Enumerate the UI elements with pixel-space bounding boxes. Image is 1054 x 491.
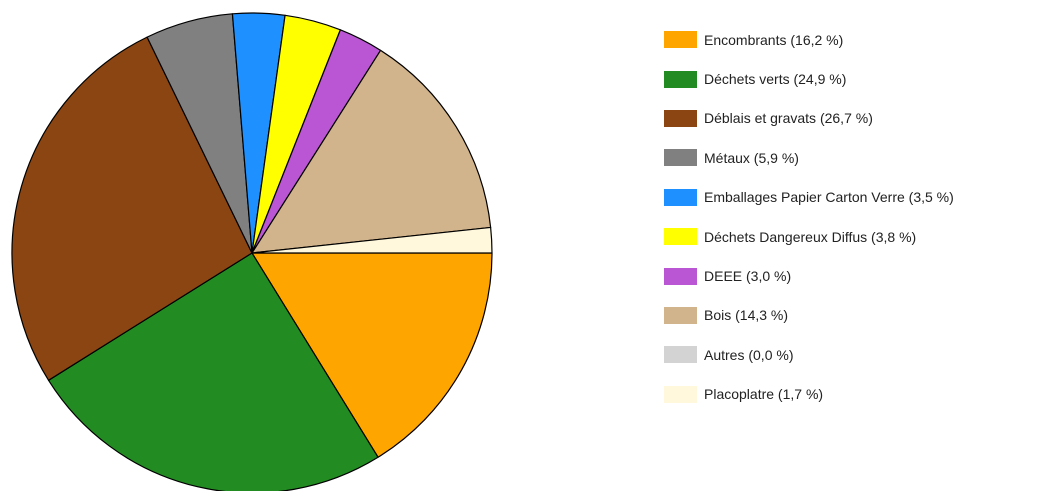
legend-label: DEEE (3,0 %) (704, 268, 792, 285)
legend-label: Déchets verts (24,9 %) (704, 71, 847, 88)
legend-item-dechets-verts: Déchets verts (24,9 %) (664, 59, 954, 98)
legend-item-bois: Bois (14,3 %) (664, 296, 954, 335)
legend-swatch (664, 306, 697, 324)
legend-label: Déblais et gravats (26,7 %) (704, 110, 873, 127)
legend-item-emballages-papier-carton-verre: Emballages Papier Carton Verre (3,5 %) (664, 178, 954, 217)
legend-swatch (664, 70, 697, 88)
pie-slice-placoplatre (251, 226, 493, 254)
legend-item-metaux: Métaux (5,9 %) (664, 138, 954, 177)
legend-swatch (664, 31, 697, 49)
legend-label: Bois (14,3 %) (704, 307, 789, 324)
pie-slices (11, 12, 493, 491)
legend-swatch (664, 109, 697, 127)
legend-label: Autres (0,0 %) (704, 346, 794, 363)
legend-item-deblais-et-gravats: Déblais et gravats (26,7 %) (664, 99, 954, 138)
legend-label: Métaux (5,9 %) (704, 149, 799, 166)
legend-item-placoplatre: Placoplatre (1,7 %) (664, 375, 954, 414)
legend-item-autres: Autres (0,0 %) (664, 335, 954, 374)
chart-legend: Encombrants (16,2 %) Déchets verts (24,9 … (664, 20, 954, 414)
legend-swatch (664, 385, 697, 403)
legend-item-dechets-dangereux-diffus: Déchets Dangereux Diffus (3,8 %) (664, 217, 954, 256)
legend-swatch (664, 267, 697, 285)
legend-swatch (664, 228, 697, 246)
legend-label: Placoplatre (1,7 %) (704, 386, 824, 403)
legend-item-deee: DEEE (3,0 %) (664, 256, 954, 295)
legend-label: Encombrants (16,2 %) (704, 31, 844, 48)
pie-slice-bois (251, 49, 492, 254)
legend-swatch (664, 346, 697, 364)
legend-label: Déchets Dangereux Diffus (3,8 %) (704, 228, 917, 245)
legend-swatch (664, 149, 697, 167)
legend-item-encombrants: Encombrants (16,2 %) (664, 20, 954, 59)
pie-slice-encombrants (251, 252, 493, 458)
legend-swatch (664, 188, 697, 206)
pie-slice-deblais-et-gravats (11, 36, 253, 381)
legend-label: Emballages Papier Carton Verre (3,5 %) (704, 189, 954, 206)
pie-slice-dechets-verts (47, 252, 379, 491)
